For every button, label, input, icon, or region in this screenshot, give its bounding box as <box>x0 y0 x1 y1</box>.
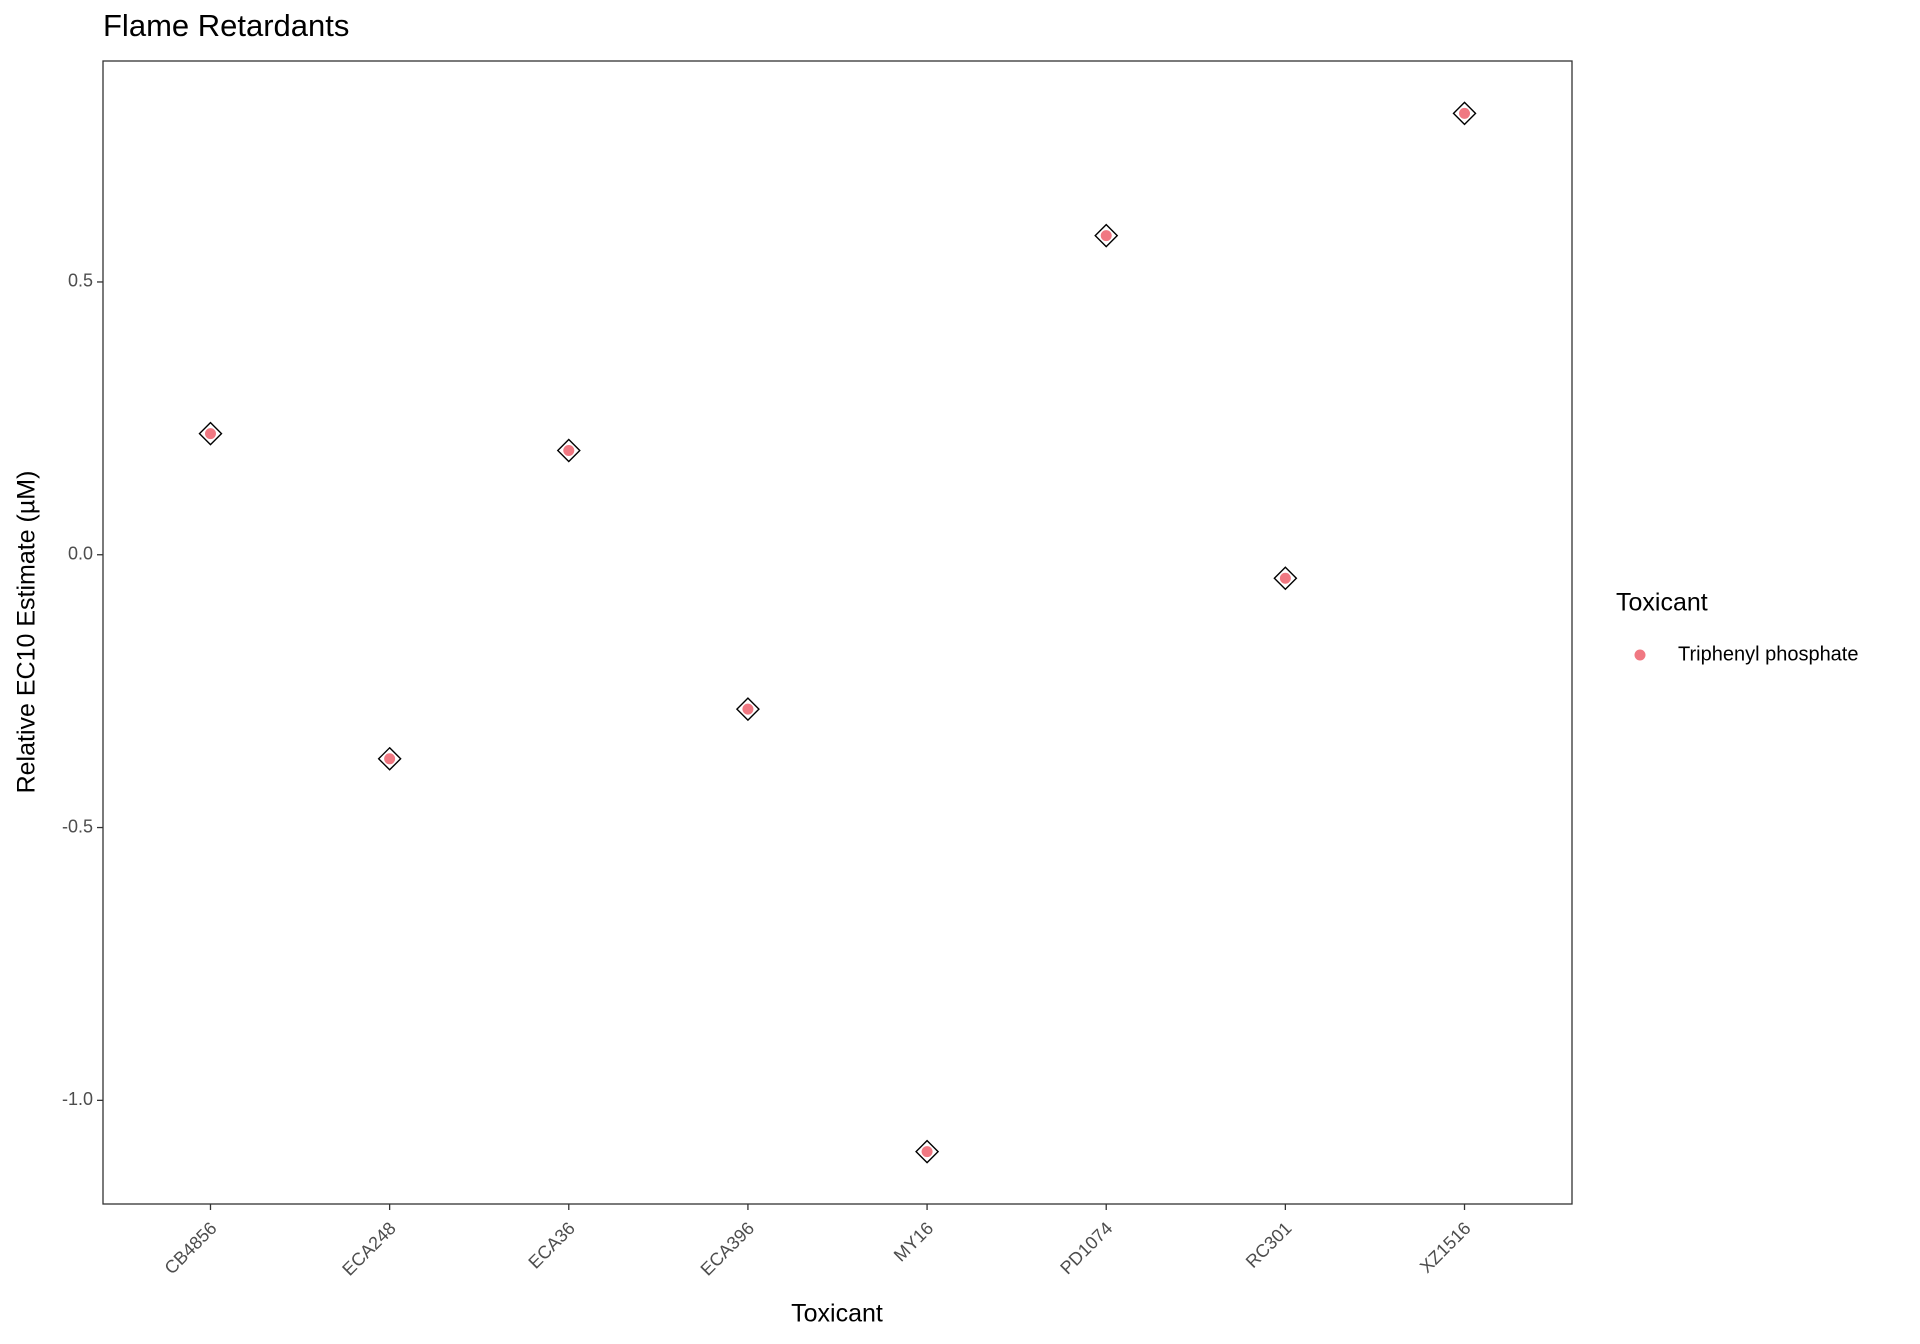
point <box>1459 107 1471 119</box>
diamond-marker <box>915 1139 940 1164</box>
point <box>563 445 575 457</box>
chart-title: Flame Retardants <box>103 8 349 43</box>
y-tick-label: -0.5 <box>62 816 93 836</box>
diamond-marker <box>1273 566 1298 591</box>
x-tick-label: ECA396 <box>697 1218 759 1280</box>
x-axis-label: Toxicant <box>791 1300 883 1328</box>
y-tick-label: 0.0 <box>68 544 93 564</box>
x-tick-label: MY16 <box>890 1218 937 1265</box>
x-tick-label: CB4856 <box>161 1218 221 1278</box>
y-axis-label: Relative EC10 Estimate (µM) <box>13 471 41 794</box>
panel-border <box>102 60 1573 1205</box>
x-tick-label: RC301 <box>1242 1218 1296 1272</box>
diamond-marker <box>198 421 223 446</box>
legend-marker <box>1634 649 1646 661</box>
diamond-marker <box>1452 101 1477 126</box>
point <box>204 428 216 440</box>
diamond-marker <box>735 697 760 722</box>
diamond-marker <box>377 746 402 771</box>
point <box>921 1146 933 1158</box>
x-tick-label: ECA36 <box>524 1218 578 1272</box>
diamond-marker <box>1094 223 1119 248</box>
diamond-marker <box>556 438 581 463</box>
point <box>1279 572 1291 584</box>
legend-label: Triphenyl phosphate <box>1678 643 1859 665</box>
y-tick-label: -1.0 <box>62 1089 93 1109</box>
point <box>384 753 396 765</box>
y-tick-label: 0.5 <box>68 271 93 291</box>
x-tick-label: ECA248 <box>338 1218 400 1280</box>
x-tick-label: XZ1516 <box>1416 1218 1475 1277</box>
x-tick-label: PD1074 <box>1056 1218 1116 1278</box>
point <box>742 703 754 715</box>
legend-title: Toxicant <box>1616 589 1708 617</box>
point <box>1100 230 1112 242</box>
